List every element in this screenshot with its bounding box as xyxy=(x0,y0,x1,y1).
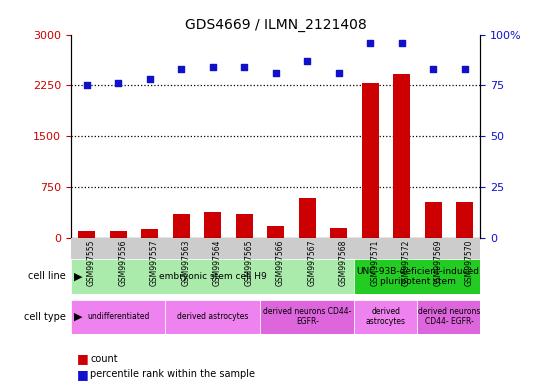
Bar xyxy=(292,238,323,259)
Bar xyxy=(165,238,197,259)
Bar xyxy=(393,74,411,238)
Text: GSM997572: GSM997572 xyxy=(402,239,411,286)
Text: GSM997568: GSM997568 xyxy=(339,239,348,286)
Text: derived neurons CD44-
EGFR-: derived neurons CD44- EGFR- xyxy=(263,307,352,326)
Bar xyxy=(103,238,134,259)
Bar xyxy=(456,202,473,238)
Point xyxy=(82,83,91,89)
Point xyxy=(303,58,312,64)
Text: GSM997556: GSM997556 xyxy=(105,239,114,286)
Text: GSM997567: GSM997567 xyxy=(310,239,319,286)
Bar xyxy=(71,259,354,294)
Text: ■: ■ xyxy=(76,368,88,381)
Text: GSM997556: GSM997556 xyxy=(118,239,127,286)
Bar xyxy=(173,214,190,238)
Bar xyxy=(78,231,96,238)
Text: cell type: cell type xyxy=(23,312,66,322)
Bar xyxy=(330,228,347,238)
Text: GSM997565: GSM997565 xyxy=(242,239,251,286)
Title: GDS4669 / ILMN_2121408: GDS4669 / ILMN_2121408 xyxy=(185,18,366,32)
Text: derived
astrocytes: derived astrocytes xyxy=(366,307,406,326)
Text: UNC-93B-deficient-induced
pluripotent stem: UNC-93B-deficient-induced pluripotent st… xyxy=(356,267,479,286)
Point xyxy=(366,40,375,46)
Bar xyxy=(141,229,158,238)
Bar xyxy=(386,238,418,259)
Text: GSM997565: GSM997565 xyxy=(244,239,253,286)
Text: GSM997569: GSM997569 xyxy=(447,239,455,286)
Bar xyxy=(354,238,386,259)
Text: GSM997566: GSM997566 xyxy=(276,239,284,286)
Bar xyxy=(204,212,221,238)
Text: ▶: ▶ xyxy=(74,271,82,281)
Bar xyxy=(71,300,165,334)
Text: percentile rank within the sample: percentile rank within the sample xyxy=(90,369,255,379)
Text: derived astrocytes: derived astrocytes xyxy=(177,312,248,321)
Text: GSM997569: GSM997569 xyxy=(433,239,442,286)
Text: cell line: cell line xyxy=(28,271,66,281)
Text: derived neurons
CD44- EGFR-: derived neurons CD44- EGFR- xyxy=(418,307,480,326)
Bar xyxy=(165,300,260,334)
Bar xyxy=(418,238,449,259)
Text: GSM997567: GSM997567 xyxy=(307,239,316,286)
Text: GSM997563: GSM997563 xyxy=(174,239,182,286)
Bar xyxy=(299,198,316,238)
Bar xyxy=(354,259,480,294)
Bar xyxy=(323,238,354,259)
Bar xyxy=(267,226,284,238)
Point xyxy=(114,80,123,86)
Bar xyxy=(260,238,292,259)
Text: GSM997572: GSM997572 xyxy=(412,239,421,286)
Text: GSM997571: GSM997571 xyxy=(378,239,387,286)
Text: GSM997563: GSM997563 xyxy=(181,239,190,286)
Text: GSM997555: GSM997555 xyxy=(71,239,80,286)
Point xyxy=(460,66,469,72)
Text: GSM997557: GSM997557 xyxy=(150,239,159,286)
Text: GSM997566: GSM997566 xyxy=(276,239,284,286)
Point xyxy=(429,66,437,72)
Bar xyxy=(134,238,165,259)
Bar xyxy=(197,238,228,259)
Text: GSM997564: GSM997564 xyxy=(213,239,222,286)
Text: ▶: ▶ xyxy=(74,312,82,322)
Bar xyxy=(235,214,253,238)
Point xyxy=(397,40,406,46)
Text: GSM997557: GSM997557 xyxy=(139,239,148,286)
Text: GSM997564: GSM997564 xyxy=(207,239,216,286)
Text: embryonic stem cell H9: embryonic stem cell H9 xyxy=(159,272,266,281)
Bar xyxy=(425,202,442,238)
Bar xyxy=(260,300,354,334)
Point xyxy=(271,70,280,76)
Bar xyxy=(354,300,418,334)
Bar xyxy=(449,238,480,259)
Text: GSM997555: GSM997555 xyxy=(87,239,96,286)
Bar xyxy=(110,231,127,238)
Text: undifferentiated: undifferentiated xyxy=(87,312,150,321)
Text: GSM997568: GSM997568 xyxy=(344,239,353,286)
Bar xyxy=(361,83,379,238)
Point xyxy=(177,66,186,72)
Point xyxy=(209,64,217,70)
Text: ■: ■ xyxy=(76,353,88,366)
Point xyxy=(145,76,154,83)
Text: GSM997570: GSM997570 xyxy=(480,239,489,286)
Point xyxy=(240,64,248,70)
Text: count: count xyxy=(90,354,118,364)
Text: GSM997571: GSM997571 xyxy=(370,239,379,286)
Point xyxy=(334,70,343,76)
Bar xyxy=(228,238,260,259)
Bar xyxy=(71,238,103,259)
Text: GSM997570: GSM997570 xyxy=(465,239,474,286)
Bar xyxy=(418,300,480,334)
